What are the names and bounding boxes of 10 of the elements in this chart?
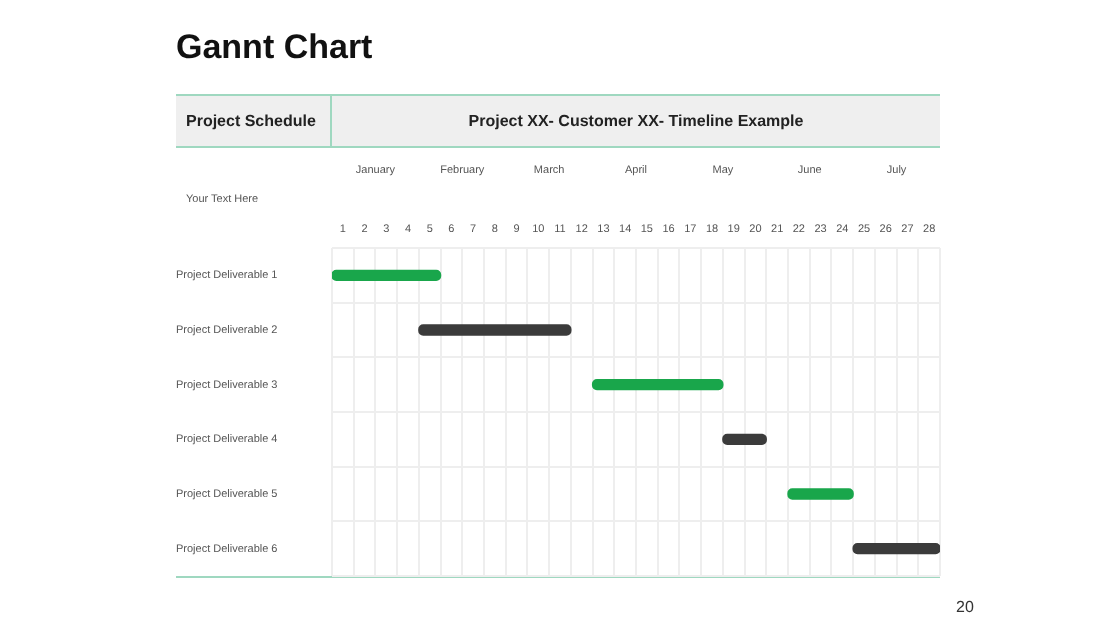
- text: 20: [956, 598, 974, 616]
- text: Project Schedule: [186, 112, 316, 130]
- bar: [332, 269, 442, 281]
- bar: [787, 488, 854, 500]
- bar: [418, 324, 572, 336]
- bar: [852, 543, 940, 555]
- chart-subtitle: Project XX- Customer XX- Timeline Example: [466, 112, 806, 130]
- bar: [591, 379, 724, 391]
- chart-title: Gannt Chart: [176, 28, 373, 68]
- bar: [722, 433, 767, 445]
